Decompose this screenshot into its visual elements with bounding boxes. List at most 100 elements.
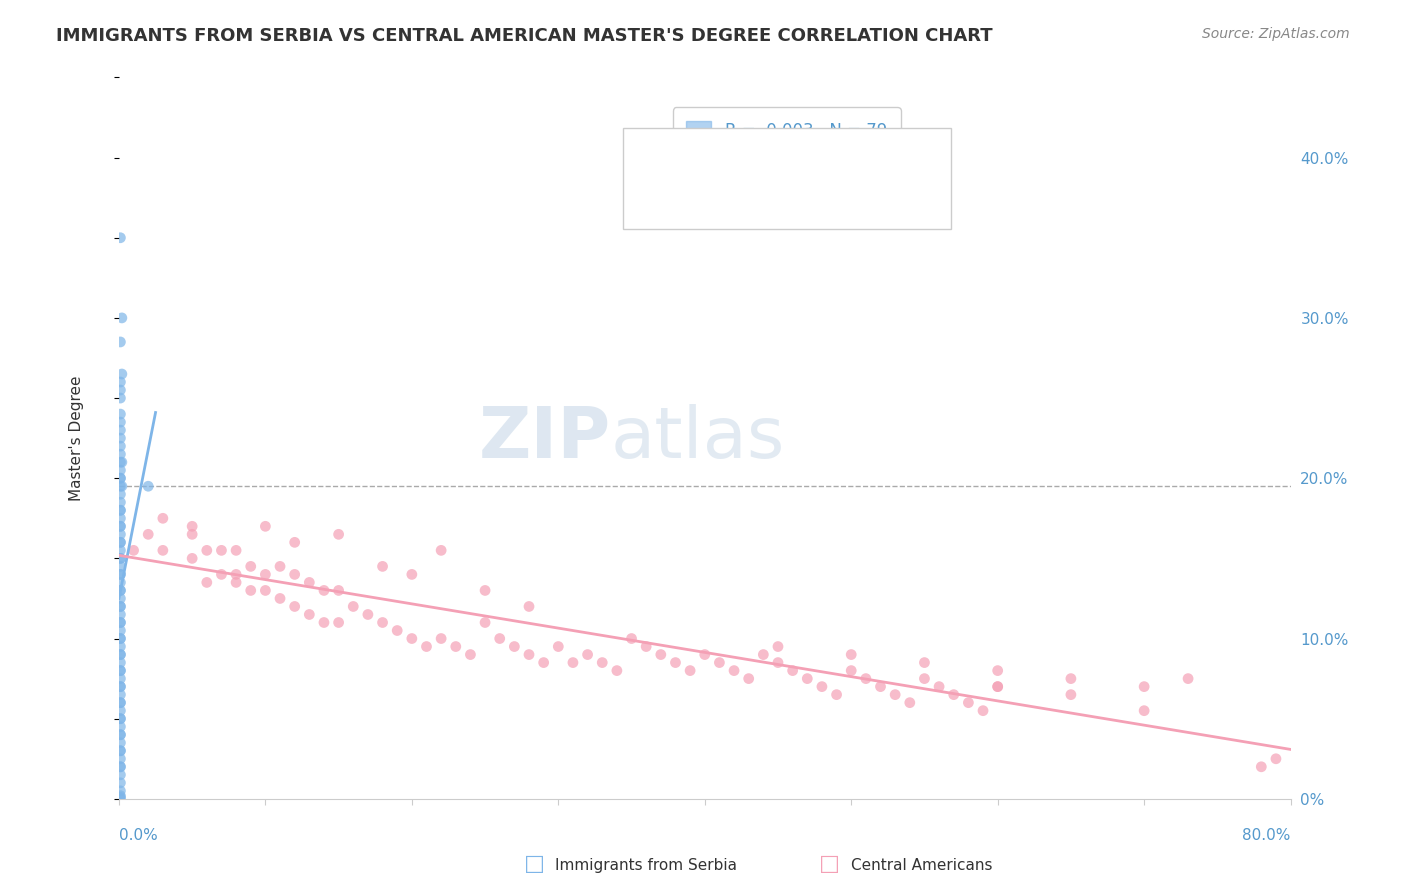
Point <box>430 632 453 646</box>
Point <box>110 768 132 782</box>
Point <box>371 615 394 630</box>
Text: 80.0%: 80.0% <box>1243 828 1291 843</box>
Y-axis label: Master's Degree: Master's Degree <box>69 376 84 501</box>
Point <box>110 624 132 638</box>
Point <box>195 543 218 558</box>
Point <box>110 463 132 477</box>
FancyBboxPatch shape <box>623 128 950 229</box>
Point <box>284 567 307 582</box>
Point <box>110 543 132 558</box>
Point <box>752 648 775 662</box>
Point <box>723 664 745 678</box>
Point <box>110 535 132 549</box>
Point <box>709 656 731 670</box>
Point <box>110 551 132 566</box>
Text: atlas: atlas <box>612 404 786 473</box>
Point <box>110 471 132 485</box>
Point <box>312 583 335 598</box>
Point <box>211 543 233 558</box>
Point <box>110 503 132 517</box>
Point <box>110 583 132 598</box>
Point <box>371 559 394 574</box>
Point <box>110 607 132 622</box>
Point <box>884 688 907 702</box>
Point <box>782 664 804 678</box>
Point <box>839 648 862 662</box>
Point <box>111 479 134 493</box>
Point <box>254 519 277 533</box>
Point <box>342 599 364 614</box>
Text: ZIP: ZIP <box>479 404 612 473</box>
Point <box>122 543 145 558</box>
Point <box>679 664 702 678</box>
Point <box>136 479 159 493</box>
Point <box>928 680 950 694</box>
Point <box>152 543 174 558</box>
Point <box>110 511 132 525</box>
Point <box>328 615 350 630</box>
Point <box>239 583 262 598</box>
Point <box>110 415 132 429</box>
Point <box>110 760 132 774</box>
Text: Immigrants from Serbia: Immigrants from Serbia <box>555 858 737 872</box>
Point <box>415 640 437 654</box>
Point <box>474 615 496 630</box>
Point <box>110 790 132 805</box>
Point <box>110 599 132 614</box>
Point <box>298 607 321 622</box>
Point <box>957 696 980 710</box>
Point <box>825 688 848 702</box>
Point <box>855 672 877 686</box>
Point <box>517 599 540 614</box>
Point <box>269 591 291 606</box>
Point <box>1250 760 1272 774</box>
Point <box>110 495 132 509</box>
Point <box>110 664 132 678</box>
Point <box>503 640 526 654</box>
Point <box>181 551 204 566</box>
Legend: R =  0.003   N = 79, R = -0.559   N = 93: R = 0.003 N = 79, R = -0.559 N = 93 <box>673 107 901 181</box>
Point <box>110 784 132 798</box>
Point <box>620 632 643 646</box>
Point <box>987 680 1010 694</box>
Point <box>110 712 132 726</box>
Point <box>328 583 350 598</box>
Point <box>298 575 321 590</box>
Point <box>110 632 132 646</box>
Point <box>239 559 262 574</box>
Point <box>181 527 204 541</box>
Point <box>110 728 132 742</box>
Point <box>110 632 132 646</box>
Point <box>766 640 789 654</box>
Point <box>110 383 132 397</box>
Point <box>591 656 613 670</box>
Point <box>284 599 307 614</box>
Point <box>110 648 132 662</box>
Point <box>1133 704 1156 718</box>
Point <box>269 559 291 574</box>
Point <box>110 519 132 533</box>
Point <box>254 583 277 598</box>
Point <box>110 487 132 501</box>
Point <box>110 391 132 405</box>
Point <box>111 310 134 325</box>
Point <box>650 648 672 662</box>
Point <box>898 696 921 710</box>
Point <box>110 334 132 349</box>
Point <box>1265 752 1288 766</box>
Point <box>987 680 1010 694</box>
Point <box>110 696 132 710</box>
Point <box>110 527 132 541</box>
Text: Central Americans: Central Americans <box>851 858 993 872</box>
Point <box>110 231 132 245</box>
Point <box>110 567 132 582</box>
Point <box>811 680 834 694</box>
Point <box>284 535 307 549</box>
Point <box>110 728 132 742</box>
Point <box>110 720 132 734</box>
Point <box>110 736 132 750</box>
Text: IMMIGRANTS FROM SERBIA VS CENTRAL AMERICAN MASTER'S DEGREE CORRELATION CHART: IMMIGRANTS FROM SERBIA VS CENTRAL AMERIC… <box>56 27 993 45</box>
Point <box>110 431 132 445</box>
Point <box>576 648 599 662</box>
Point <box>766 656 789 670</box>
